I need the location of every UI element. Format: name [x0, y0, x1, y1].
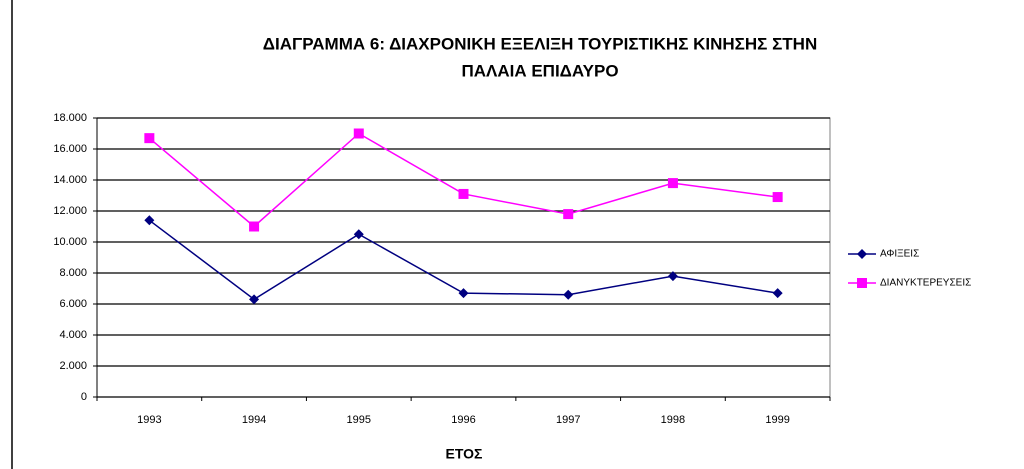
point — [144, 215, 155, 226]
y-tick-label: 16.000 — [53, 143, 87, 155]
chart-title: ΠΑΛΑΙΑ ΕΠΙΔΑΥΡΟ — [461, 61, 618, 80]
x-tick-label: 1996 — [451, 414, 475, 426]
point — [144, 133, 155, 144]
legend-label: ΔΙΑΝΥΚΤΕΡΕΥΣΕΙΣ — [880, 278, 971, 289]
x-tick-label: 1999 — [765, 414, 789, 426]
y-tick-label: 4.000 — [59, 329, 87, 341]
y-tick-label: 6.000 — [59, 298, 87, 310]
point — [772, 192, 783, 203]
x-tick-label: 1993 — [137, 414, 161, 426]
chart-title: ΔΙΑΓΡΑΜΜΑ 6: ΔΙΑΧΡΟΝΙΚΗ ΕΞΕΛΙΞΗ ΤΟΥΡΙΣΤΙ… — [263, 34, 817, 53]
x-tick-label: 1994 — [242, 414, 266, 426]
y-tick-label: 14.000 — [53, 174, 87, 186]
legend-marker — [857, 249, 867, 259]
x-tick-label: 1997 — [556, 414, 580, 426]
x-tick-label: 1998 — [661, 414, 685, 426]
point — [667, 178, 678, 189]
x-axis-label: ΕΤΟΣ — [446, 446, 483, 462]
point — [563, 209, 574, 220]
point — [667, 271, 678, 282]
y-tick-label: 0 — [81, 391, 87, 403]
legend-label: ΑΦΙΞΕΙΣ — [880, 249, 919, 260]
point — [353, 128, 364, 139]
y-tick-label: 8.000 — [59, 267, 87, 279]
y-tick-label: 12.000 — [53, 205, 87, 217]
point — [772, 288, 783, 299]
point — [249, 294, 260, 305]
y-tick-label: 2.000 — [59, 360, 87, 372]
y-tick-label: 18.000 — [53, 112, 87, 124]
x-tick-label: 1995 — [347, 414, 371, 426]
point — [249, 221, 260, 232]
point — [458, 188, 469, 199]
point — [563, 289, 574, 300]
plot-area — [96, 117, 831, 398]
y-tick-label: 10.000 — [53, 236, 87, 248]
point — [353, 229, 364, 240]
point — [458, 288, 469, 299]
legend-marker — [857, 278, 867, 288]
